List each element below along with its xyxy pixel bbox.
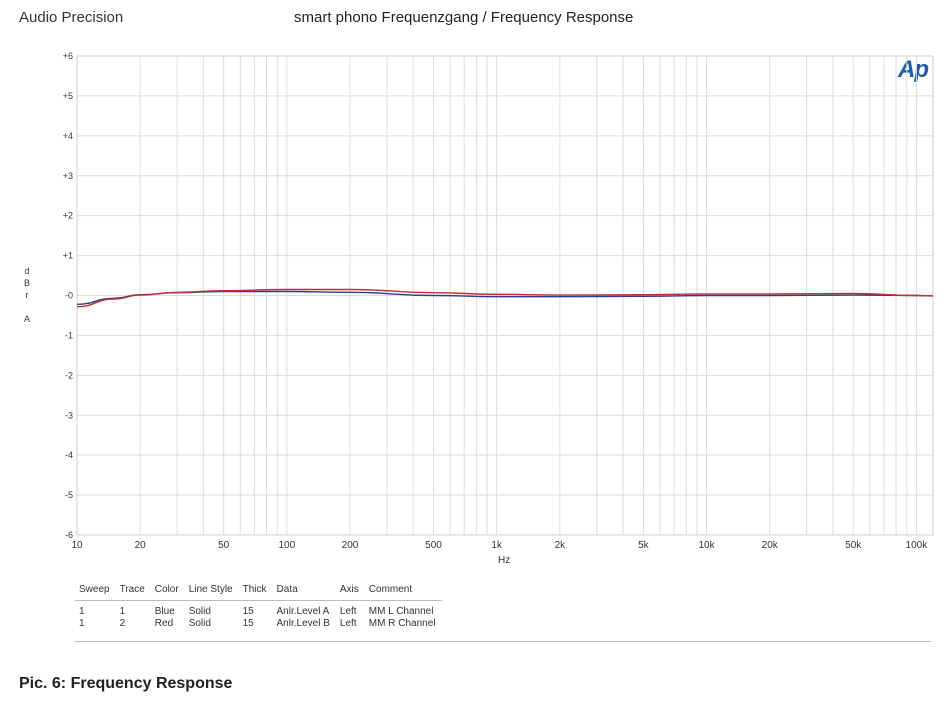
legend-row: 1 1 Blue Solid 15 Anlr.Level A Left MM L…: [75, 601, 442, 619]
y-tick-label: +2: [63, 211, 73, 221]
figure-caption: Pic. 6: Frequency Response: [19, 675, 233, 692]
legend-cell: 2: [119, 618, 126, 629]
series-line-mm-r-channel: [76, 288, 934, 308]
y-tick-label: -4: [65, 450, 73, 460]
legend-cell: 1: [79, 618, 85, 629]
legend-cell: Red: [154, 618, 174, 629]
y-tick-label: +4: [63, 131, 73, 141]
chart-title: smart phono Frequenzgang / Frequency Res…: [294, 9, 634, 26]
legend-bottom-divider: [75, 641, 931, 642]
x-tick-label: 20: [135, 540, 147, 551]
legend-header-color: Color: [150, 584, 185, 601]
legend-cell: Anlr.Level B: [276, 618, 330, 629]
y-tick-label: -1: [65, 330, 73, 340]
trace-legend-table: Sweep Trace Color Line Style Thick Data …: [75, 584, 442, 630]
legend-cell: 1: [119, 606, 126, 617]
x-tick-label: 200: [342, 540, 359, 551]
frequency-response-chart: +6 +5 +4 +3 +2 +1 -0 -1 -2 -3 -4 -5 -610 20 50 100 200 50…: [63, 51, 934, 551]
y-axis-label-d: d: [24, 266, 30, 276]
x-tick-label: 10: [71, 540, 83, 551]
y-axis-label-b: B: [23, 278, 30, 288]
legend-cell: Anlr.Level A: [276, 606, 330, 617]
legend-header-axis: Axis: [335, 584, 365, 601]
y-tick-label: +3: [63, 171, 73, 181]
legend-cell: MM L Channel: [368, 606, 434, 617]
ap-logo: Ap: [898, 56, 929, 83]
legend-cell: Solid: [188, 606, 211, 617]
legend-header-data: Data: [272, 584, 336, 601]
x-tick-label: 5k: [638, 540, 650, 551]
legend-header-trace: Trace: [115, 584, 151, 601]
y-tick-label: -0: [65, 291, 73, 301]
x-tick-label: 1k: [491, 540, 503, 551]
x-axis-label: Hz: [498, 555, 511, 566]
legend-cell: Solid: [188, 618, 211, 629]
x-tick-label: 500: [425, 540, 442, 551]
x-tick-label: 50k: [845, 540, 862, 551]
y-tick-label: +5: [63, 91, 73, 101]
x-tick-label: 20k: [762, 540, 779, 551]
legend-header-thick: Thick: [238, 584, 273, 601]
y-tick-label: -2: [65, 370, 73, 380]
legend-header-row: Sweep Trace Color Line Style Thick Data …: [75, 584, 442, 601]
y-tick-label: +1: [63, 251, 73, 261]
x-tick-label: 2k: [555, 540, 567, 551]
y-axis-label-a: A: [23, 314, 30, 324]
y-tick-label: +6: [63, 51, 73, 61]
y-axis-label-r: r: [25, 290, 29, 300]
y-tick-label: -5: [65, 490, 73, 500]
y-tick-label: -3: [65, 410, 73, 420]
brand-label: Audio Precision: [19, 9, 124, 26]
legend-cell: Left: [339, 618, 357, 629]
y-tick-label: -6: [65, 530, 73, 540]
legend-header-line-style: Line Style: [184, 584, 239, 601]
legend-cell: 15: [242, 606, 254, 617]
x-tick-label: 50: [218, 540, 230, 551]
legend-header-comment: Comment: [364, 584, 442, 601]
x-tick-label: 100: [279, 540, 296, 551]
x-tick-label: 10k: [698, 540, 715, 551]
x-tick-label: 100k: [906, 540, 929, 551]
legend-row: 1 2 Red Solid 15 Anlr.Level B Left MM R …: [75, 618, 442, 630]
legend-header-sweep: Sweep: [75, 584, 116, 601]
legend-cell: 1: [79, 606, 85, 617]
legend-cell: Left: [339, 606, 357, 617]
legend-cell: MM R Channel: [368, 618, 436, 629]
legend-cell: Blue: [154, 606, 175, 617]
legend-cell: 15: [242, 618, 254, 629]
